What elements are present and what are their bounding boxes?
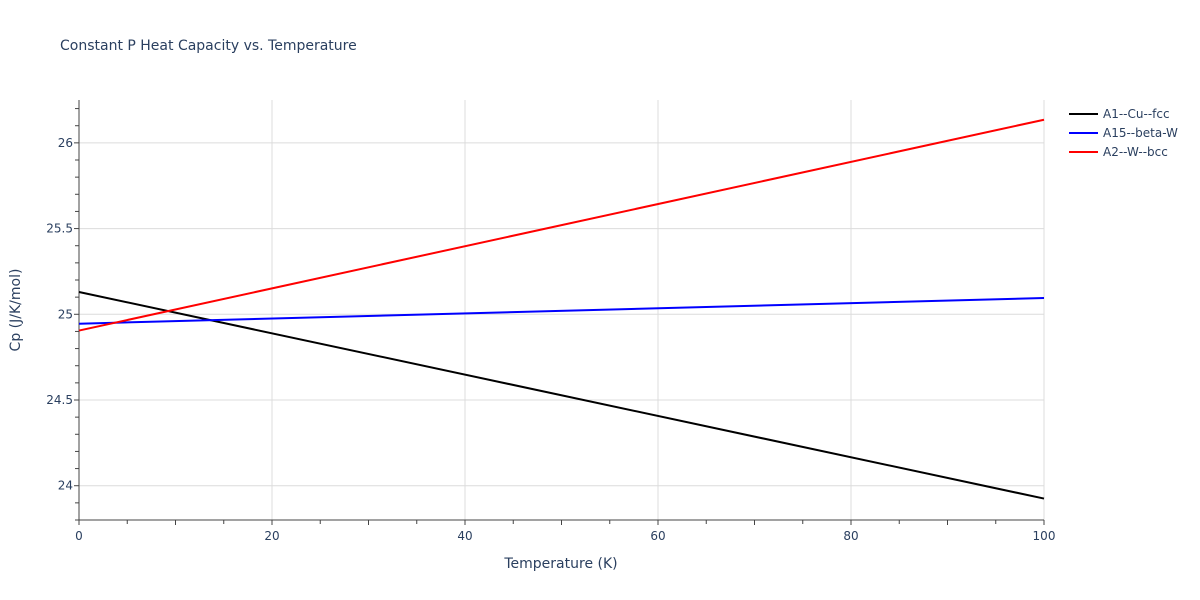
ticks: 0 20 40 60 80 100 24 24.5 25 25.5 26 (46, 108, 1056, 543)
grid (79, 100, 1045, 520)
x-tick-label: 80 (843, 529, 858, 543)
x-tick-label: 40 (457, 529, 472, 543)
x-tick-label: 0 (75, 529, 83, 543)
legend-item[interactable]: A1--Cu--fcc (1069, 107, 1170, 121)
series-line-A15--beta-W (78, 297, 1045, 325)
series-group (78, 118, 1045, 500)
x-axis-title: Temperature (K) (503, 556, 617, 572)
chart-title: Constant P Heat Capacity vs. Temperature (60, 38, 357, 54)
legend-label: A2--W--bcc (1103, 145, 1168, 159)
y-tick-label: 25 (58, 307, 73, 321)
legend-label: A15--beta-W (1103, 126, 1178, 140)
series-line-A2--W--bcc (78, 118, 1045, 332)
y-tick-label: 24 (58, 479, 73, 493)
x-tick-label: 100 (1033, 529, 1056, 543)
y-tick-label: 25.5 (46, 222, 73, 236)
legend-label: A1--Cu--fcc (1103, 107, 1170, 121)
legend-item[interactable]: A2--W--bcc (1069, 145, 1168, 159)
legend-item[interactable]: A15--beta-W (1069, 126, 1178, 140)
x-tick-label: 20 (264, 529, 279, 543)
y-tick-label: 26 (58, 136, 73, 150)
x-tick-label: 60 (650, 529, 665, 543)
y-tick-label: 24.5 (46, 393, 73, 407)
series-line-A1--Cu--fcc (78, 291, 1045, 500)
legend[interactable]: A1--Cu--fcc A15--beta-W A2--W--bcc (1069, 107, 1178, 159)
y-axis-title: Cp (J/K/mol) (8, 269, 24, 352)
